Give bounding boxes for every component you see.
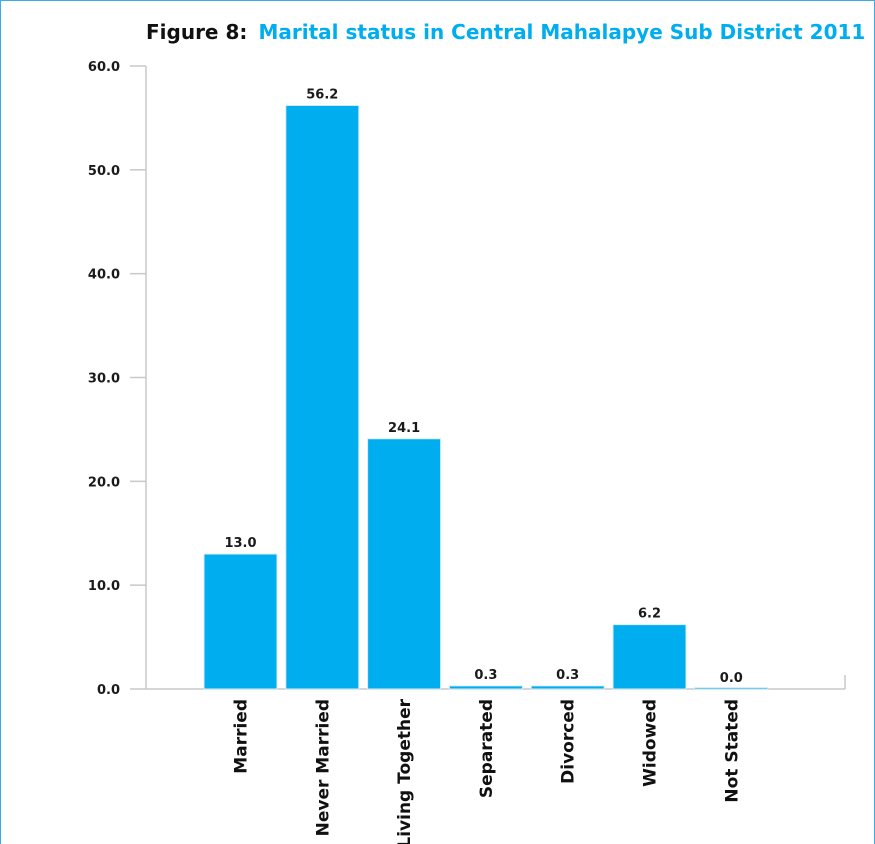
y-tick-label: 0.0 bbox=[97, 683, 120, 698]
bar-living-together bbox=[367, 438, 442, 690]
x-tick-label: Married bbox=[232, 699, 252, 774]
category-labels: Married Never Married Living Together Separ… bbox=[232, 698, 743, 844]
y-tick-label: 10.0 bbox=[88, 579, 120, 594]
y-tick-label: 60.0 bbox=[88, 60, 120, 75]
bar-not-stated bbox=[694, 687, 769, 690]
chart-title-prefix: Figure 8: bbox=[146, 20, 247, 44]
chart-title-text: Marital status in Central Mahalapye Sub … bbox=[258, 20, 865, 44]
data-label: 24.1 bbox=[388, 421, 420, 436]
x-tick-label: Divorced bbox=[559, 699, 579, 784]
bars bbox=[203, 104, 769, 690]
bar-divorced bbox=[530, 685, 605, 690]
y-tick-label: 50.0 bbox=[88, 164, 120, 179]
data-label: 13.0 bbox=[224, 536, 256, 551]
y-tick-label: 40.0 bbox=[88, 268, 120, 283]
x-tick-label: Living Together bbox=[395, 698, 415, 844]
x-tick-label: Separated bbox=[477, 699, 497, 798]
bar-never-married bbox=[285, 104, 360, 690]
bar-separated bbox=[448, 685, 523, 690]
y-tick-label: 20.0 bbox=[88, 475, 120, 490]
chart-title: Figure 8: Marital status in Central Maha… bbox=[146, 20, 865, 44]
bar-married bbox=[203, 553, 278, 690]
data-label: 0.0 bbox=[720, 671, 743, 686]
y-axis: 0.0 10.0 20.0 30.0 40.0 50.0 60.0 bbox=[88, 60, 147, 698]
x-tick-label: Never Married bbox=[313, 699, 333, 836]
data-label: 56.2 bbox=[306, 87, 338, 102]
x-tick-label: Widowed bbox=[641, 699, 661, 787]
x-tick-label: Not Stated bbox=[722, 699, 742, 803]
data-labels: 13.0 56.2 24.1 0.3 0.3 6.2 0.0 bbox=[224, 87, 742, 686]
data-label: 6.2 bbox=[638, 607, 661, 622]
y-tick-label: 30.0 bbox=[88, 372, 120, 387]
bar-widowed bbox=[612, 624, 687, 690]
data-label: 0.3 bbox=[474, 668, 497, 683]
data-label: 0.3 bbox=[556, 668, 579, 683]
